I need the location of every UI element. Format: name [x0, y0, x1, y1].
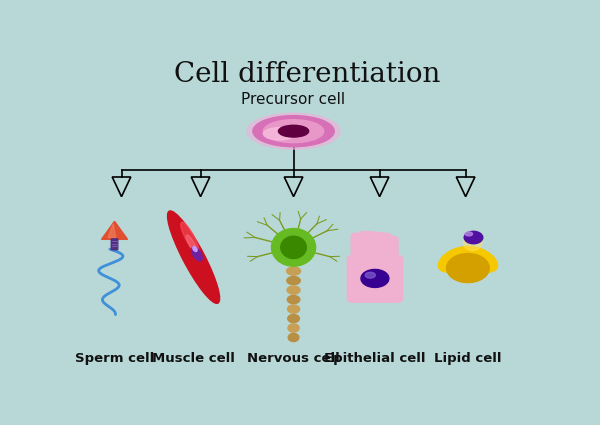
- Ellipse shape: [253, 116, 334, 147]
- Text: Sperm cell: Sperm cell: [75, 352, 154, 365]
- Ellipse shape: [464, 231, 483, 244]
- Ellipse shape: [365, 272, 376, 278]
- Ellipse shape: [463, 234, 482, 251]
- Text: Nervous cell: Nervous cell: [247, 352, 340, 365]
- Ellipse shape: [281, 236, 307, 258]
- Polygon shape: [101, 221, 128, 239]
- Ellipse shape: [287, 305, 299, 313]
- FancyBboxPatch shape: [111, 239, 118, 250]
- Ellipse shape: [278, 125, 308, 137]
- Text: Cell differentiation: Cell differentiation: [175, 61, 440, 88]
- FancyBboxPatch shape: [347, 255, 403, 302]
- Ellipse shape: [263, 128, 296, 140]
- Ellipse shape: [288, 314, 299, 323]
- Polygon shape: [108, 224, 116, 238]
- FancyBboxPatch shape: [359, 232, 374, 260]
- Ellipse shape: [271, 229, 316, 266]
- Ellipse shape: [287, 295, 300, 303]
- Polygon shape: [438, 246, 497, 273]
- Text: Lipid cell: Lipid cell: [434, 352, 502, 365]
- Text: Muscle cell: Muscle cell: [152, 352, 235, 365]
- Ellipse shape: [186, 235, 197, 253]
- FancyBboxPatch shape: [383, 237, 398, 260]
- Polygon shape: [446, 254, 489, 283]
- Ellipse shape: [288, 334, 299, 342]
- Ellipse shape: [287, 277, 300, 285]
- Ellipse shape: [287, 286, 300, 294]
- Ellipse shape: [191, 247, 202, 261]
- FancyBboxPatch shape: [351, 233, 366, 260]
- Ellipse shape: [263, 120, 324, 143]
- Ellipse shape: [167, 211, 220, 303]
- Ellipse shape: [247, 113, 340, 149]
- Ellipse shape: [287, 267, 301, 275]
- Text: Precursor cell: Precursor cell: [241, 92, 346, 107]
- Ellipse shape: [465, 232, 473, 236]
- Ellipse shape: [361, 269, 389, 287]
- Ellipse shape: [288, 324, 299, 332]
- FancyBboxPatch shape: [376, 233, 391, 260]
- Ellipse shape: [193, 246, 197, 252]
- Text: Epithelial cell: Epithelial cell: [324, 352, 425, 365]
- Ellipse shape: [181, 222, 199, 253]
- FancyBboxPatch shape: [367, 232, 383, 260]
